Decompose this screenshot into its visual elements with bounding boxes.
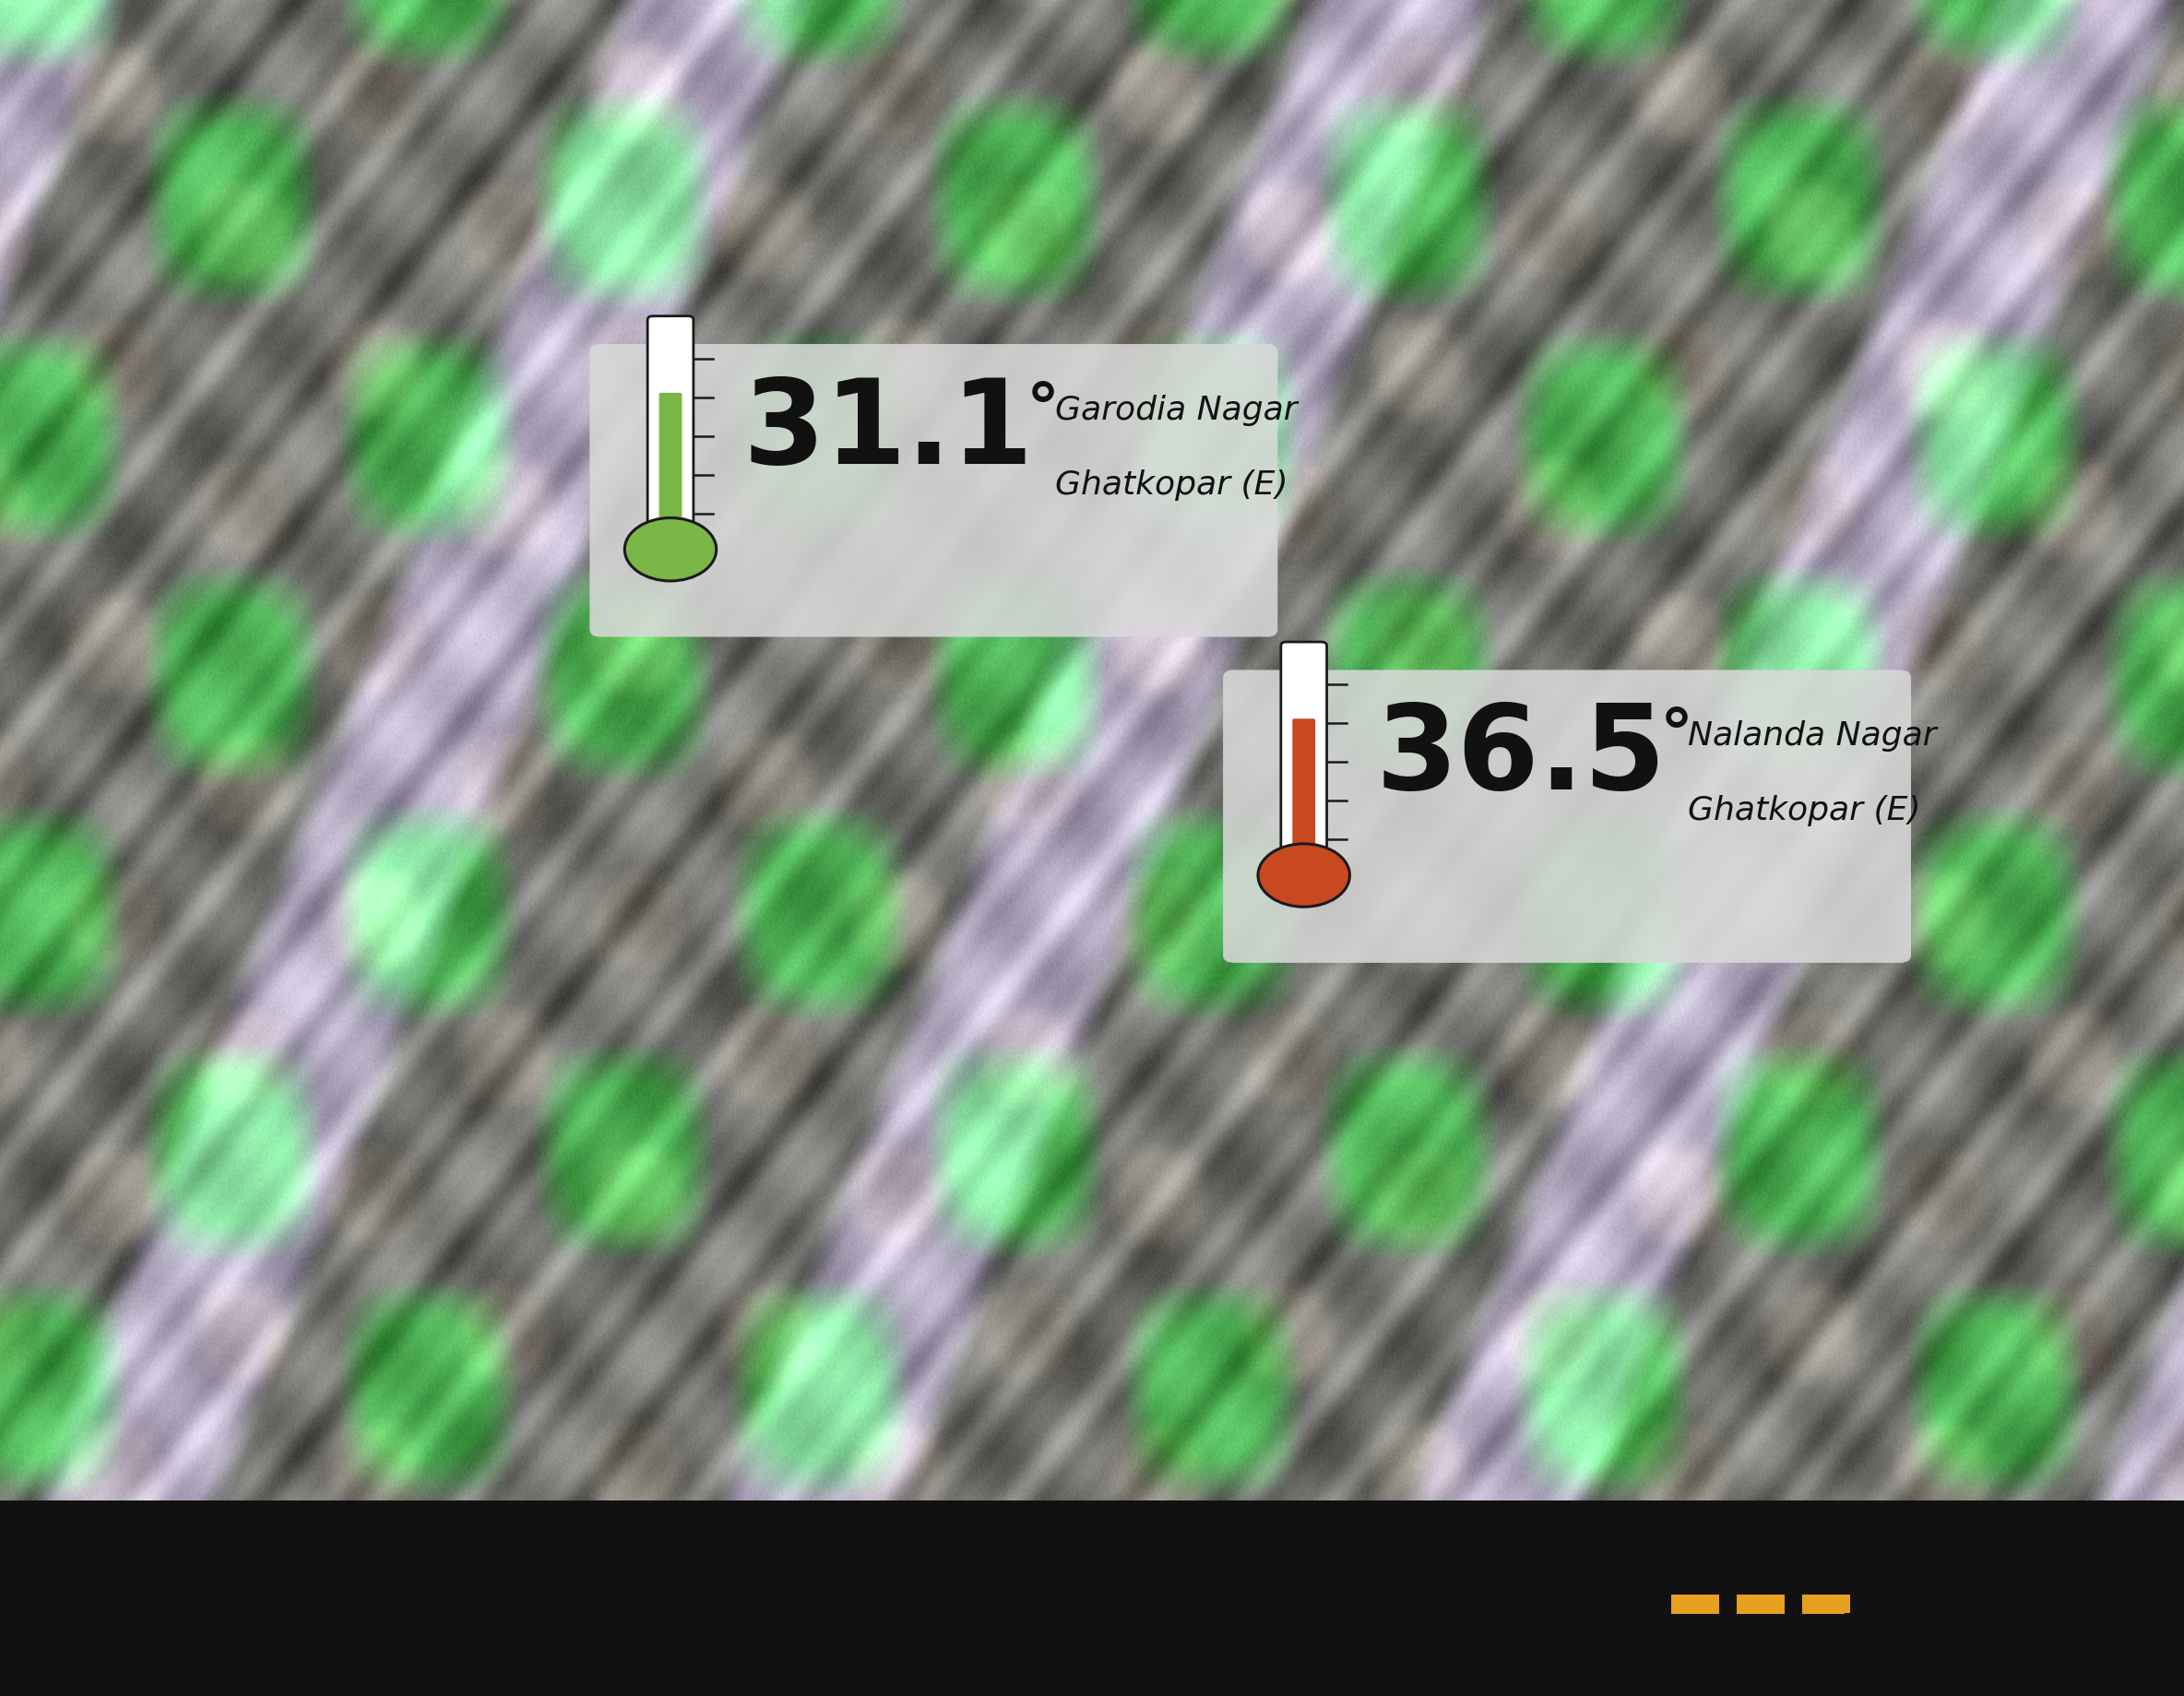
Circle shape — [1258, 845, 1350, 907]
FancyBboxPatch shape — [1671, 1606, 1719, 1615]
FancyBboxPatch shape — [1282, 643, 1328, 882]
FancyBboxPatch shape — [1736, 1594, 1784, 1603]
Text: Ghatkopar (E): Ghatkopar (E) — [1055, 470, 1289, 500]
Text: 31.1: 31.1 — [743, 373, 1033, 488]
FancyBboxPatch shape — [1802, 1594, 1850, 1603]
Text: Nalanda Nagar: Nalanda Nagar — [1688, 719, 1937, 751]
FancyBboxPatch shape — [1736, 1601, 1784, 1608]
Text: 36.5: 36.5 — [1376, 699, 1666, 814]
FancyBboxPatch shape — [1671, 1601, 1719, 1608]
Text: Garodia Nagar: Garodia Nagar — [1055, 393, 1297, 426]
FancyBboxPatch shape — [1802, 1606, 1850, 1615]
Text: WRI INDIA: WRI INDIA — [1845, 1543, 2068, 1582]
Text: ROSS CENTER: ROSS CENTER — [1874, 1628, 2073, 1655]
Text: Source: WRI India using LandSat 8 (USGS) of October 2017-2019;
Maxar Technologie: Source: WRI India using LandSat 8 (USGS)… — [39, 1555, 963, 1623]
FancyBboxPatch shape — [1802, 1601, 1850, 1608]
FancyBboxPatch shape — [646, 317, 695, 556]
Text: °: ° — [1026, 380, 1059, 443]
FancyBboxPatch shape — [1736, 1606, 1784, 1615]
FancyBboxPatch shape — [660, 393, 681, 555]
FancyBboxPatch shape — [1293, 719, 1315, 880]
FancyBboxPatch shape — [1223, 670, 1911, 963]
Text: Ghatkopar (E): Ghatkopar (E) — [1688, 795, 1922, 826]
FancyBboxPatch shape — [590, 344, 1278, 638]
Text: °: ° — [1660, 706, 1693, 768]
FancyBboxPatch shape — [1671, 1594, 1719, 1603]
Circle shape — [625, 519, 716, 582]
